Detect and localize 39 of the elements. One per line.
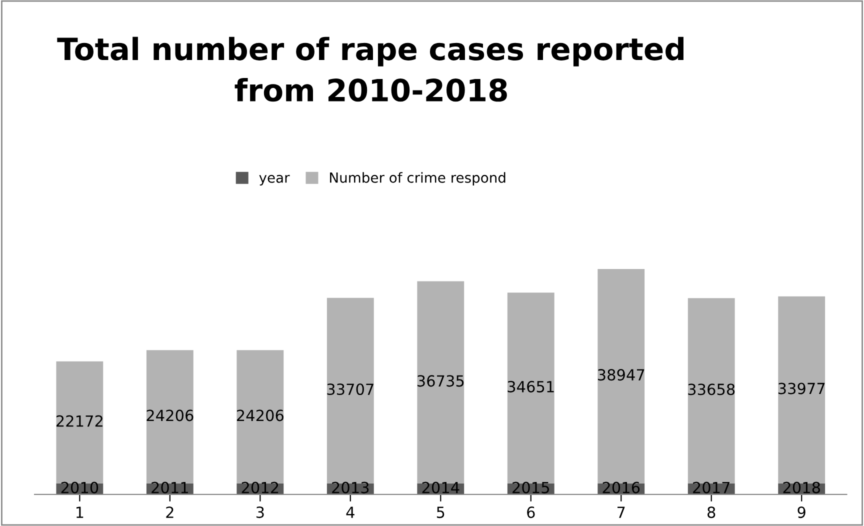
bar <box>778 296 826 484</box>
x-tick-label: 6 <box>527 506 535 518</box>
bar <box>236 350 284 484</box>
x-tick-label: 1 <box>76 506 84 518</box>
bar <box>56 361 104 484</box>
x-tick-label: 8 <box>708 506 716 518</box>
x-tick-label: 5 <box>436 506 444 518</box>
data-label: 2014 <box>422 482 460 494</box>
data-label: 36735 <box>418 375 464 387</box>
data-label: 2018 <box>783 482 820 494</box>
data-label: 2012 <box>242 482 278 494</box>
legend-label: Number of crime respond <box>330 172 506 186</box>
data-label: 2016 <box>602 482 640 494</box>
bar <box>417 281 464 484</box>
data-label: 34651 <box>508 380 554 392</box>
chart-title: Total number of rape cases reported from 2010-2018 <box>57 36 684 102</box>
x-tick-label: 7 <box>618 506 625 518</box>
data-label: 2010 <box>61 482 98 494</box>
data-label: 38947 <box>598 369 644 381</box>
bar <box>598 269 645 484</box>
bar <box>326 298 374 484</box>
x-tick-label: 2 <box>166 506 174 518</box>
data-label: 24206 <box>146 410 194 422</box>
data-label: 2013 <box>332 482 369 494</box>
bar <box>688 298 735 484</box>
data-label: 33707 <box>327 383 374 396</box>
data-label: 22172 <box>56 415 102 427</box>
bar <box>146 350 194 484</box>
data-label: 2015 <box>512 482 549 494</box>
x-tick-label: 9 <box>798 506 806 518</box>
x-tick-label: 4 <box>346 506 354 518</box>
data-label: 33977 <box>778 382 825 394</box>
data-label: 24206 <box>236 410 284 422</box>
x-tick-label: 3 <box>256 506 264 518</box>
bar <box>507 292 554 484</box>
data-label: 2011 <box>152 482 188 494</box>
data-label: 2017 <box>693 482 730 494</box>
legend-label: year <box>259 174 290 186</box>
data-label: 33658 <box>688 384 735 396</box>
